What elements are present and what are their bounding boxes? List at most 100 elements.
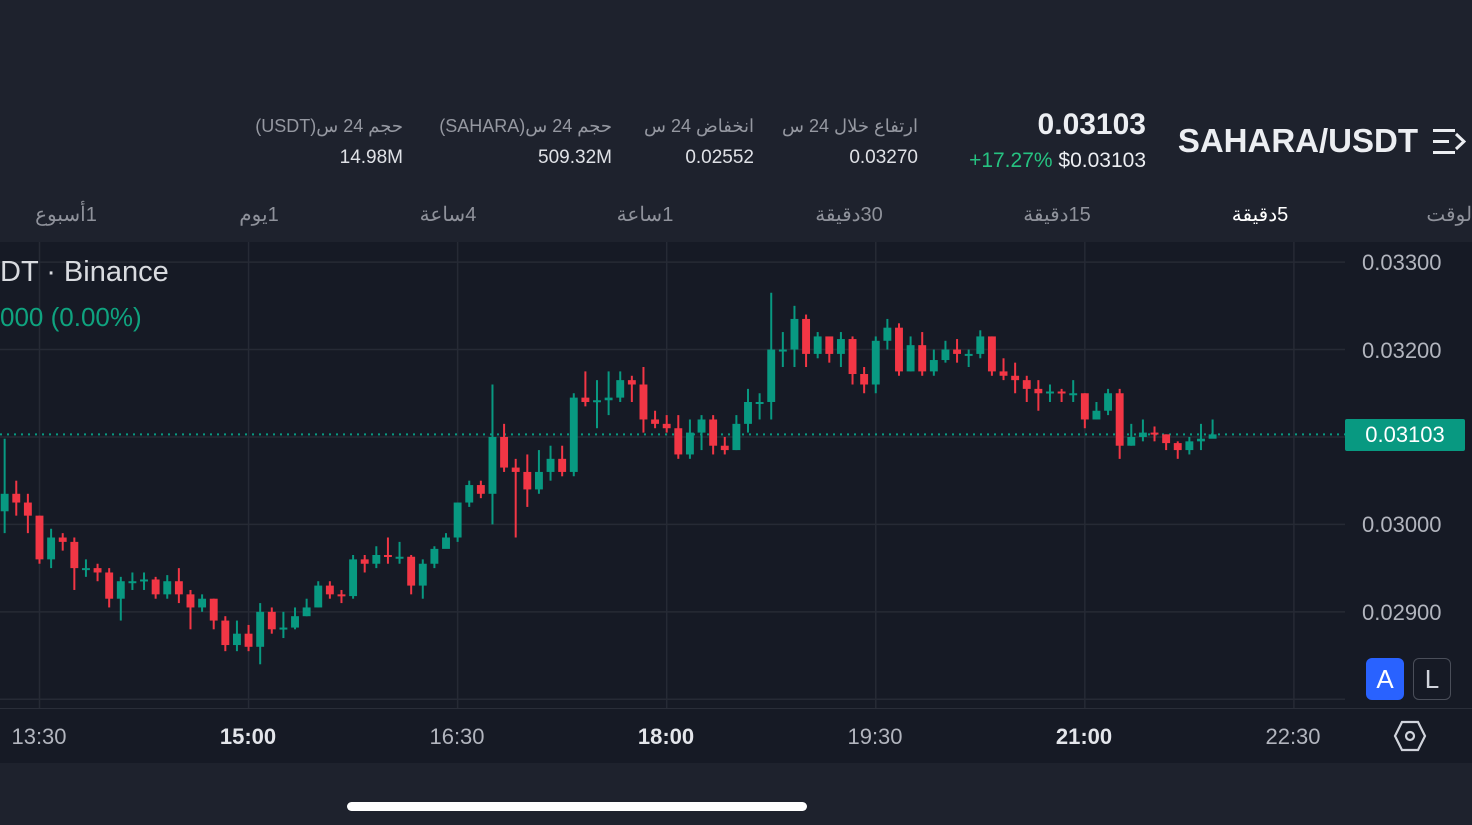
tab-15m[interactable]: 15دقيقة — [1023, 204, 1091, 226]
stat-label: ارتفاع خلال 24 س — [782, 116, 918, 136]
candle-down — [1080, 393, 1089, 420]
candle-up — [232, 633, 241, 646]
candle-up — [755, 401, 764, 404]
candle-up — [906, 345, 915, 372]
chart-area[interactable] — [0, 242, 1472, 708]
candle-up — [1127, 436, 1136, 446]
candle-down — [500, 436, 509, 468]
candle-up — [82, 568, 90, 571]
stat-high: ارتفاع خلال 24 س 0.03270 — [782, 116, 918, 169]
candle-up — [116, 581, 125, 599]
tab-1d[interactable]: 1يوم — [239, 204, 279, 226]
candle-up — [291, 616, 299, 628]
candle-up — [790, 318, 799, 350]
stat-label: حجم 24 س(SAHARA) — [439, 116, 612, 136]
candle-up — [453, 502, 462, 538]
candle-down — [511, 467, 520, 472]
chart-change-legend: 000 (0.00%) — [0, 302, 142, 332]
candle-down — [523, 471, 532, 490]
candle-up — [418, 563, 427, 586]
stat-value: 14.98M — [339, 147, 403, 168]
candle-up — [569, 397, 578, 472]
candle-up — [430, 548, 439, 564]
candle-down — [1022, 380, 1031, 389]
candle-down — [639, 384, 648, 420]
stat-value: 509.32M — [538, 147, 612, 168]
candle-down — [35, 515, 44, 560]
candle-down — [860, 374, 869, 385]
candle-down — [383, 554, 392, 557]
tab-5m[interactable]: 5دقيقة — [1231, 204, 1289, 226]
candle-down — [186, 594, 195, 608]
candle-up — [744, 401, 752, 424]
candle-up — [302, 607, 311, 617]
candle-up — [836, 339, 845, 354]
last-price: 0.03103 — [1037, 108, 1146, 141]
candle-up — [697, 419, 706, 433]
menu-icon[interactable] — [1432, 125, 1466, 159]
candle-up — [395, 556, 404, 559]
y-tick-label: 0.02900 — [1362, 600, 1442, 625]
candle-up — [0, 493, 9, 512]
x-tick-label: 16:30 — [429, 724, 485, 749]
pair-title[interactable]: SAHARA/USDT — [1177, 122, 1418, 159]
candle-down — [12, 493, 21, 503]
settings-icon[interactable] — [1393, 720, 1427, 752]
stat-label: حجم 24 س(USDT) — [255, 116, 403, 136]
tab-30m[interactable]: 30دقيقة — [815, 204, 883, 226]
candle-up — [546, 458, 555, 472]
candle-down — [987, 336, 996, 372]
candle-up — [929, 360, 938, 372]
candle-down — [848, 339, 857, 375]
candle-up — [198, 598, 207, 608]
log-scale-button[interactable]: L — [1413, 658, 1451, 700]
candle-up — [1208, 434, 1217, 439]
candle-down — [360, 559, 369, 564]
candle-up — [128, 581, 137, 584]
tab-1h[interactable]: 1ساعة — [616, 204, 674, 226]
candle-up — [1185, 441, 1194, 451]
candle-down — [895, 327, 903, 372]
candle-down — [1011, 375, 1020, 381]
home-indicator — [347, 802, 807, 811]
candle-down — [953, 349, 962, 354]
x-tick-label: 15:00 — [219, 724, 277, 749]
candle-down — [221, 620, 230, 646]
x-tick-label: 21:00 — [1055, 724, 1113, 749]
candle-down — [1173, 443, 1182, 451]
candle-up — [1046, 391, 1054, 394]
candle-down — [581, 397, 590, 402]
candle-up — [140, 579, 148, 582]
x-tick-label: 18:00 — [637, 724, 695, 749]
candle-up — [314, 585, 323, 608]
candle-up — [732, 423, 741, 451]
tab-time[interactable]: الوقت — [1426, 204, 1472, 226]
tab-1w[interactable]: 1أسبوع — [35, 204, 97, 226]
candlestick-chart[interactable] — [0, 242, 1345, 708]
last-price-tag: 0.03103 — [1345, 419, 1465, 451]
stat-volume-quote: حجم 24 س(USDT) 14.98M — [255, 116, 403, 169]
stat-value: 0.03270 — [849, 147, 918, 168]
candle-up — [1092, 410, 1101, 420]
time-axis — [0, 708, 1472, 763]
candle-down — [476, 485, 485, 494]
auto-scale-button[interactable]: A — [1366, 658, 1404, 700]
x-tick-label: 19:30 — [847, 724, 903, 749]
candle-up — [1138, 432, 1147, 437]
candle-down — [558, 458, 567, 472]
candle-up — [813, 336, 822, 354]
candle-up — [1069, 393, 1078, 396]
price-change: +17.27% $0.03103 — [969, 149, 1146, 173]
candle-down — [267, 611, 276, 630]
candle-down — [918, 345, 927, 372]
candle-down — [1150, 432, 1159, 435]
candle-down — [709, 419, 718, 446]
candle-down — [999, 371, 1008, 376]
candle-down — [105, 572, 114, 599]
candle-up — [279, 627, 288, 630]
candle-up — [163, 581, 172, 595]
candle-down — [1057, 391, 1066, 394]
candle-down — [151, 579, 160, 595]
candle-down — [325, 585, 334, 595]
tab-4h[interactable]: 4ساعة — [419, 204, 477, 226]
